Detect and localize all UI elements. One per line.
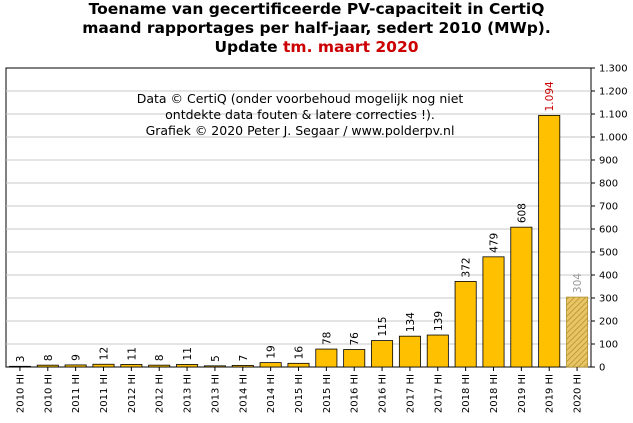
x-tick-label: 2019 HI (517, 374, 528, 413)
x-tick-label: 2010 HI (43, 374, 54, 413)
bar-value-label: 76 (349, 332, 361, 346)
x-tick-label: 2010 HI (15, 374, 26, 413)
title-line-2: maand rapportages per half-jaar, sedert … (82, 19, 551, 37)
bar-value-label: 8 (154, 354, 166, 361)
x-tick-label: 2015 HI (322, 374, 333, 413)
bar-value-label: 304 (572, 273, 584, 293)
bars (8, 114, 589, 368)
bar (8, 365, 31, 368)
bar (92, 363, 115, 368)
title-update-prefix: Update (214, 38, 284, 56)
y-tick-label: 100 (599, 340, 618, 351)
bar (482, 256, 505, 368)
x-tick-label: 2016 HI (350, 374, 361, 413)
bar (454, 281, 477, 368)
bar (120, 364, 143, 368)
bar-value-label: 134 (405, 312, 417, 332)
annotation-line-1: Data © CertiQ (onder voorbehoud mogelijk… (137, 91, 464, 106)
x-tick-label: 2015 HI (294, 374, 305, 413)
y-tick-label: 400 (599, 271, 618, 282)
x-tick-label: 2019 HI (545, 374, 556, 413)
x-tick-label: 2020 HI (573, 374, 584, 413)
x-tick-label: 2018 HI (489, 374, 500, 413)
y-tick-label: 900 (599, 156, 618, 167)
x-tick-label: 2012 HI (155, 374, 166, 413)
x-tick-label: 2014 HI (238, 374, 249, 413)
bar (566, 296, 589, 368)
x-tick-label: 2017 HI (405, 374, 416, 413)
chart-title: Toename van gecertificeerde PV-capacitei… (0, 0, 633, 57)
annotation-line-3: Grafiek © 2020 Peter J. Segaar / www.pol… (146, 123, 455, 138)
y-tick-label: 300 (599, 294, 618, 305)
bar-value-label: 11 (182, 347, 194, 360)
bar-value-label: 479 (489, 233, 501, 253)
bar (287, 362, 310, 368)
bar (315, 348, 338, 368)
bar-value-label: 139 (433, 311, 445, 331)
y-tick-label: 800 (599, 179, 618, 190)
x-tick-label: 2012 HI (127, 374, 138, 413)
y-tick-label: 500 (599, 248, 618, 259)
bar (371, 340, 394, 368)
title-line-3: Update tm. maart 2020 (0, 38, 633, 57)
bar-value-label: 19 (266, 345, 278, 358)
x-tick-label: 2014 HI (266, 374, 277, 413)
bar-value-label: 11 (126, 347, 138, 360)
y-tick-label: 700 (599, 202, 618, 213)
x-tick-label: 2018 HI (461, 374, 472, 413)
bar-value-label: 1.094 (544, 81, 556, 111)
y-tick-label: 600 (599, 225, 618, 236)
bar (510, 226, 533, 368)
x-tick-label: 2013 HI (210, 374, 221, 413)
y-axis: 0 100 200 300 400 500 600 700 800 900 1.000 1.100 1.… (591, 64, 628, 374)
bar (64, 364, 87, 368)
bar-value-label: 5 (210, 355, 222, 362)
bar (426, 334, 449, 368)
bar (231, 364, 254, 368)
y-tick-label: 1.200 (599, 87, 628, 98)
x-tick-label: 2011 HI (71, 374, 82, 413)
bar-value-label: 608 (516, 203, 528, 223)
bar (176, 364, 199, 368)
bar-value-label: 16 (294, 346, 306, 360)
bar (398, 335, 421, 368)
data-annotation: Data © CertiQ (onder voorbehoud mogelijk… (137, 91, 464, 138)
bar-value-label: 8 (43, 354, 55, 361)
bar-value-label: 372 (461, 257, 473, 277)
bar-value-label: 9 (71, 354, 83, 361)
bar (203, 365, 226, 368)
x-tick-label: 2016 HI (378, 374, 389, 413)
x-tick-label: 2017 HI (433, 374, 444, 413)
x-tick-label: 2011 HI (99, 374, 110, 413)
y-tick-label: 1.300 (599, 64, 628, 75)
y-tick-label: 0 (599, 363, 605, 374)
bar (36, 364, 59, 368)
title-update-date: tm. maart 2020 (283, 38, 419, 56)
y-tick-label: 1.000 (599, 133, 628, 144)
bar-value-label: 78 (321, 332, 333, 345)
y-tick-label: 1.100 (599, 110, 628, 121)
title-line-1: Toename van gecertificeerde PV-capacitei… (88, 0, 545, 18)
bar (538, 114, 561, 368)
bar-value-label: 115 (377, 317, 389, 337)
bar-value-label: 12 (99, 347, 111, 360)
bar (259, 362, 282, 368)
bar-value-label: 3 (15, 356, 27, 363)
x-axis: 2010 HI 2010 HI 2011 HI 2011 HI 2012 HI 2012 … (15, 367, 584, 413)
bar-value-label: 7 (238, 355, 250, 362)
y-tick-label: 200 (599, 317, 618, 328)
annotation-line-2: ontdekte data fouten & latere correcties… (165, 107, 435, 122)
bar (148, 364, 171, 368)
x-tick-label: 2013 HI (183, 374, 194, 413)
bar (343, 349, 366, 368)
